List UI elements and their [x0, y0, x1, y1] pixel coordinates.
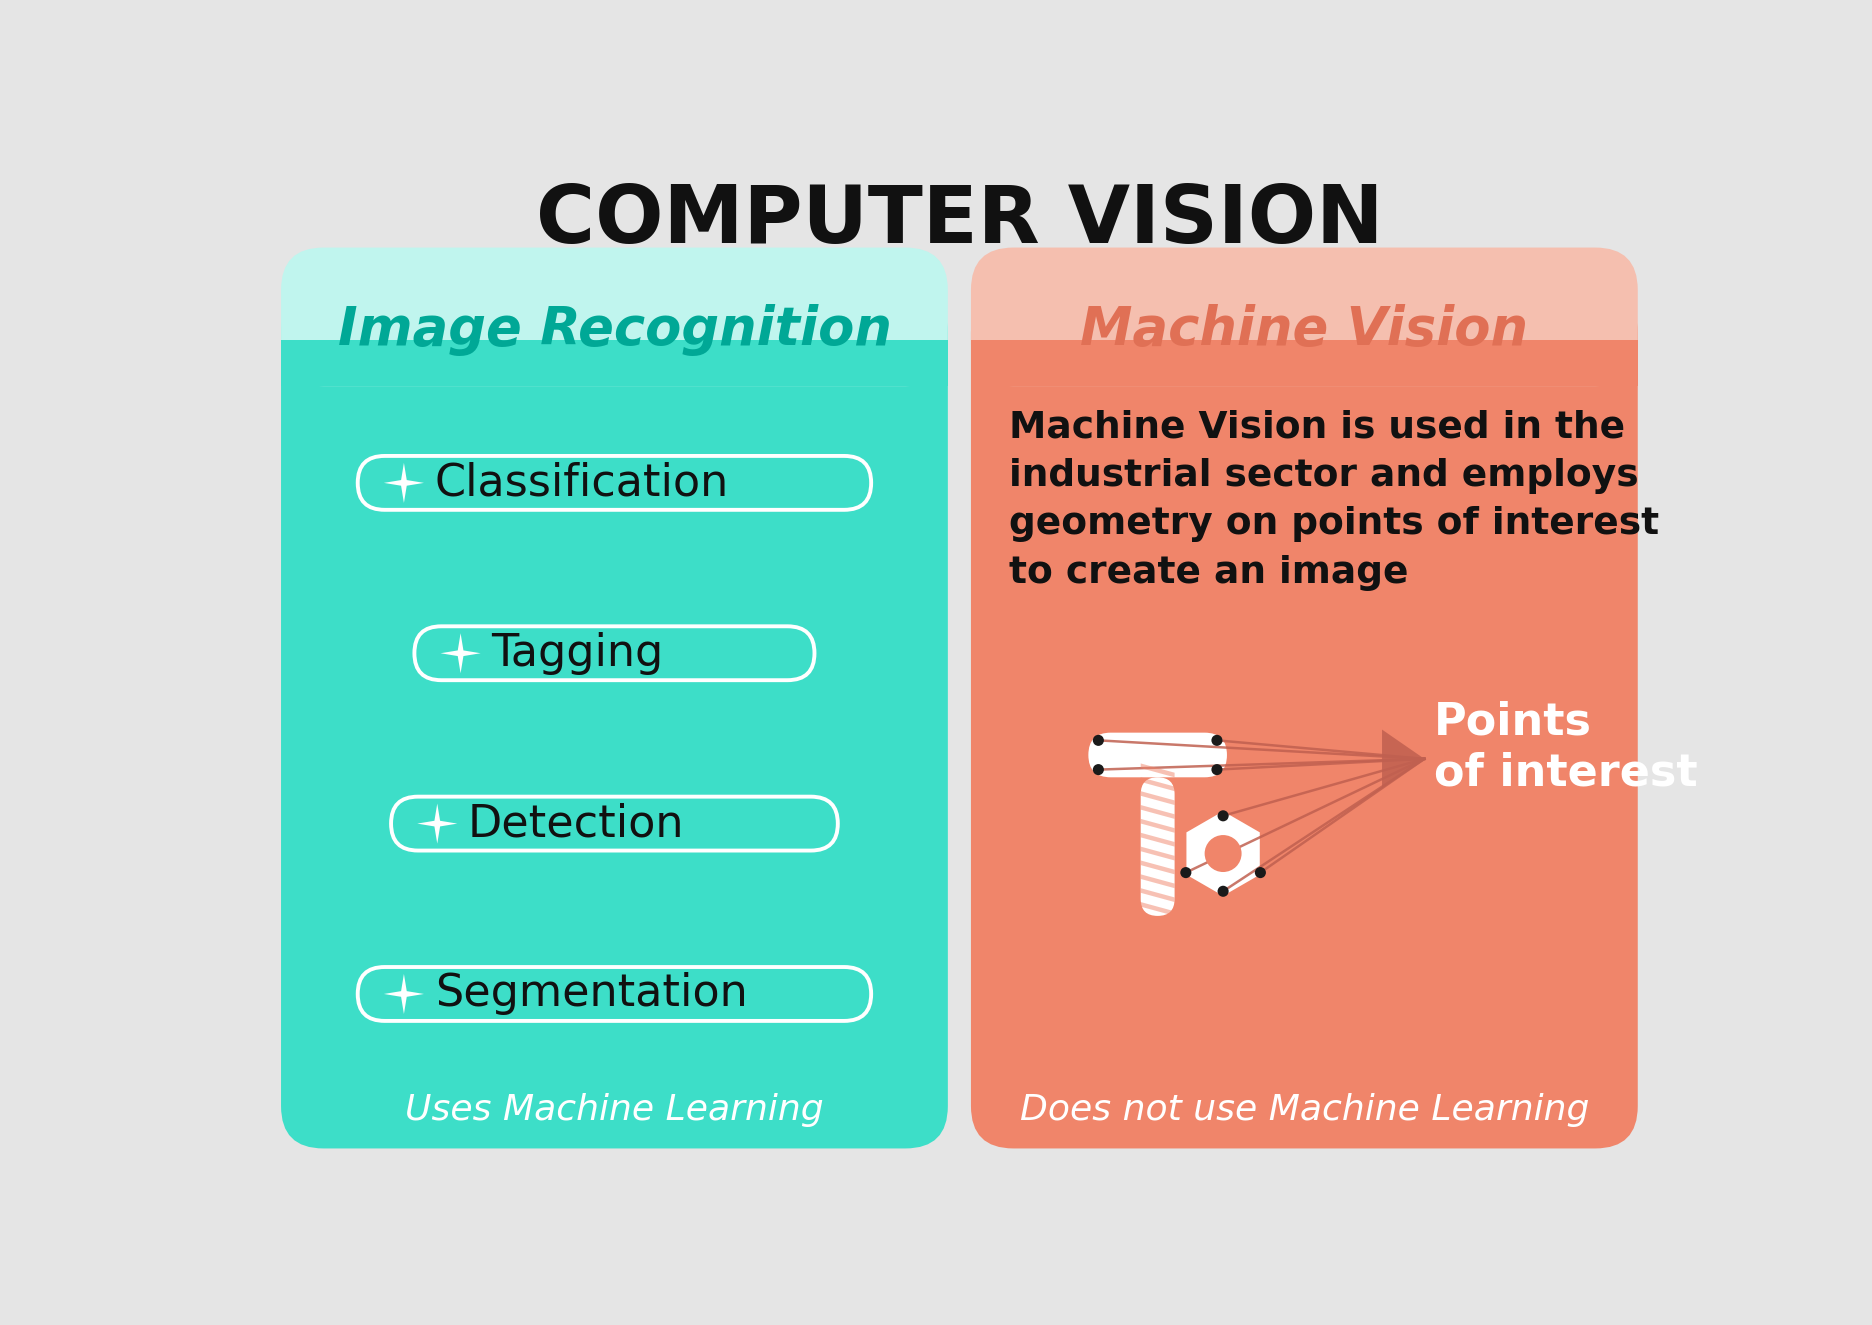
- Circle shape: [1217, 885, 1228, 897]
- Circle shape: [1204, 835, 1241, 872]
- Polygon shape: [1187, 811, 1260, 896]
- Circle shape: [1211, 765, 1222, 775]
- FancyBboxPatch shape: [391, 796, 839, 851]
- Circle shape: [1217, 811, 1228, 822]
- Polygon shape: [1140, 819, 1174, 832]
- Polygon shape: [384, 974, 423, 1014]
- Polygon shape: [1140, 832, 1174, 847]
- Polygon shape: [1140, 860, 1174, 875]
- Text: COMPUTER VISION: COMPUTER VISION: [535, 182, 1383, 260]
- FancyBboxPatch shape: [1088, 733, 1226, 778]
- FancyBboxPatch shape: [972, 290, 1638, 1149]
- FancyBboxPatch shape: [972, 248, 1638, 386]
- FancyBboxPatch shape: [358, 967, 870, 1022]
- Text: Uses Machine Learning: Uses Machine Learning: [404, 1093, 824, 1128]
- Polygon shape: [1140, 916, 1174, 930]
- Polygon shape: [440, 633, 481, 673]
- Text: Machine Vision is used in the
industrial sector and employs
geometry on points o: Machine Vision is used in the industrial…: [1009, 409, 1660, 591]
- Polygon shape: [1140, 902, 1174, 916]
- Text: Detection: Detection: [468, 802, 685, 845]
- Text: Tagging: Tagging: [490, 632, 665, 674]
- Text: Classification: Classification: [434, 461, 728, 505]
- Polygon shape: [1382, 730, 1425, 788]
- Polygon shape: [1140, 888, 1174, 902]
- Polygon shape: [417, 803, 457, 844]
- Bar: [281, 341, 947, 386]
- FancyBboxPatch shape: [414, 627, 814, 680]
- Bar: [972, 341, 1638, 386]
- Circle shape: [1254, 867, 1265, 878]
- Polygon shape: [1140, 778, 1174, 791]
- Polygon shape: [1140, 847, 1174, 860]
- Text: Segmentation: Segmentation: [434, 973, 747, 1015]
- Polygon shape: [1140, 791, 1174, 806]
- Circle shape: [1211, 735, 1222, 746]
- FancyBboxPatch shape: [1140, 778, 1174, 916]
- Polygon shape: [1140, 874, 1174, 888]
- FancyBboxPatch shape: [281, 248, 947, 386]
- FancyBboxPatch shape: [281, 290, 947, 1149]
- Circle shape: [1093, 735, 1104, 746]
- Polygon shape: [1140, 763, 1174, 778]
- Polygon shape: [1140, 806, 1174, 819]
- Circle shape: [1181, 867, 1191, 878]
- FancyBboxPatch shape: [358, 456, 870, 510]
- Text: Points
of interest: Points of interest: [1434, 700, 1698, 795]
- Text: Image Recognition: Image Recognition: [337, 305, 891, 356]
- Polygon shape: [384, 462, 423, 504]
- Text: Does not use Machine Learning: Does not use Machine Learning: [1020, 1093, 1589, 1128]
- Text: Machine Vision: Machine Vision: [1080, 305, 1528, 356]
- Circle shape: [1093, 765, 1104, 775]
